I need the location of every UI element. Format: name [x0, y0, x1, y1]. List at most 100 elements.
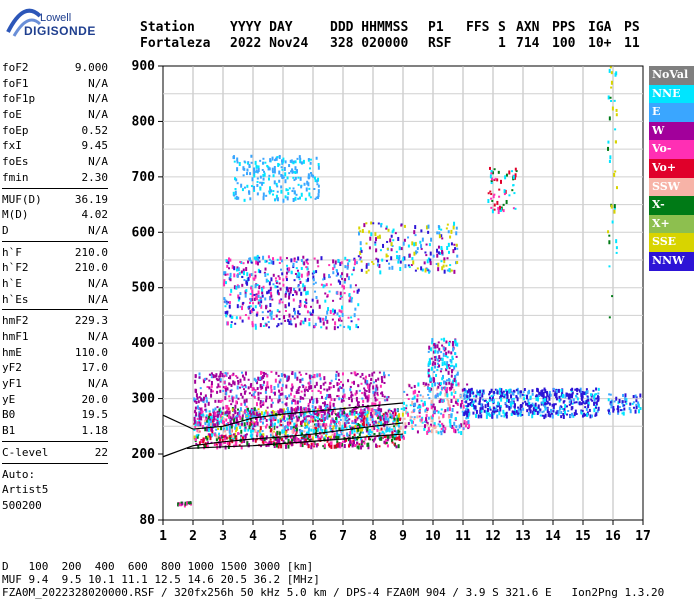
echo-point — [253, 293, 256, 296]
echo-point — [320, 283, 323, 286]
echo-point — [309, 434, 312, 437]
echo-point — [322, 416, 325, 420]
echo-point — [336, 440, 339, 444]
echo-point — [296, 376, 299, 381]
echo-point — [380, 222, 383, 225]
echo-point — [612, 408, 615, 411]
echo-point — [335, 429, 338, 434]
echo-point — [576, 392, 579, 395]
echo-point — [256, 180, 259, 183]
echo-point — [284, 172, 287, 177]
echo-point — [313, 408, 316, 412]
echo-point — [262, 255, 265, 260]
echo-point — [299, 157, 302, 160]
echo-point — [494, 388, 497, 391]
echo-point — [255, 313, 258, 317]
echo-point — [321, 428, 324, 433]
echo-point — [241, 417, 244, 422]
echo-point — [376, 412, 379, 417]
echo-point — [365, 390, 368, 393]
echo-point — [456, 411, 459, 414]
echo-point — [249, 310, 252, 315]
echo-point — [326, 388, 329, 392]
echo-point — [360, 249, 363, 253]
echo-point — [248, 412, 251, 417]
echo-point — [288, 313, 291, 318]
echo-point — [229, 420, 232, 424]
echo-point — [329, 405, 332, 410]
profile-curve — [162, 422, 404, 458]
echo-point — [243, 434, 246, 437]
echo-point — [273, 425, 276, 430]
echo-point — [549, 393, 552, 397]
echo-point — [375, 443, 378, 448]
echo-point — [442, 424, 445, 428]
echo-point — [317, 195, 320, 199]
echo-point — [407, 244, 410, 248]
echo-point — [315, 429, 318, 433]
echo-point — [451, 340, 454, 345]
echo-point — [474, 399, 477, 403]
echo-point — [295, 390, 298, 394]
echo-point — [385, 412, 388, 415]
echo-point — [224, 442, 227, 445]
echo-point — [305, 388, 308, 391]
echo-point — [257, 408, 260, 411]
echo-point — [608, 159, 611, 163]
echo-point — [390, 415, 393, 420]
echo-point — [377, 427, 380, 430]
echo-point — [351, 421, 354, 425]
echo-point — [315, 381, 318, 386]
echo-point — [303, 434, 306, 438]
echo-point — [304, 426, 307, 429]
echo-point — [300, 424, 303, 427]
echo-point — [255, 169, 258, 173]
echo-point — [235, 316, 238, 320]
echo-point — [455, 373, 458, 376]
echo-point — [319, 419, 322, 422]
echo-point — [236, 385, 239, 390]
echo-point — [360, 419, 363, 422]
param-value: 210.0 — [74, 245, 108, 259]
echo-point — [587, 401, 590, 406]
echo-point — [303, 285, 306, 288]
echo-point — [301, 432, 304, 436]
echo-point — [251, 414, 254, 419]
echo-point — [430, 387, 433, 391]
echo-point — [350, 394, 353, 398]
echo-point — [456, 342, 459, 347]
echo-point — [329, 309, 332, 314]
echo-point — [224, 386, 227, 390]
echo-point — [424, 408, 427, 411]
echo-point — [395, 250, 398, 253]
echo-point — [324, 299, 327, 303]
echo-point — [223, 380, 226, 384]
echo-point — [286, 375, 289, 378]
echo-point — [392, 414, 395, 419]
echo-point — [270, 294, 273, 298]
echo-point — [271, 411, 274, 414]
echo-point — [456, 247, 459, 250]
echo-point — [348, 293, 351, 298]
echo-point — [195, 434, 198, 437]
echo-point — [285, 444, 288, 449]
echo-point — [484, 399, 487, 402]
echo-point — [442, 264, 445, 268]
echo-point — [429, 251, 432, 256]
echo-point — [507, 398, 510, 403]
echo-point — [208, 433, 211, 438]
echo-point — [322, 278, 325, 281]
echo-point — [495, 408, 498, 412]
echo-point — [250, 394, 253, 397]
echo-point — [438, 364, 441, 368]
echo-point — [343, 439, 346, 443]
echo-point — [465, 417, 468, 420]
echo-point — [438, 231, 441, 235]
echo-point — [409, 419, 412, 422]
echo-point — [547, 402, 550, 405]
echo-point — [259, 402, 262, 406]
echo-point — [560, 388, 563, 392]
echo-point — [612, 406, 615, 410]
echo-point — [335, 373, 338, 378]
echo-point — [235, 195, 238, 200]
